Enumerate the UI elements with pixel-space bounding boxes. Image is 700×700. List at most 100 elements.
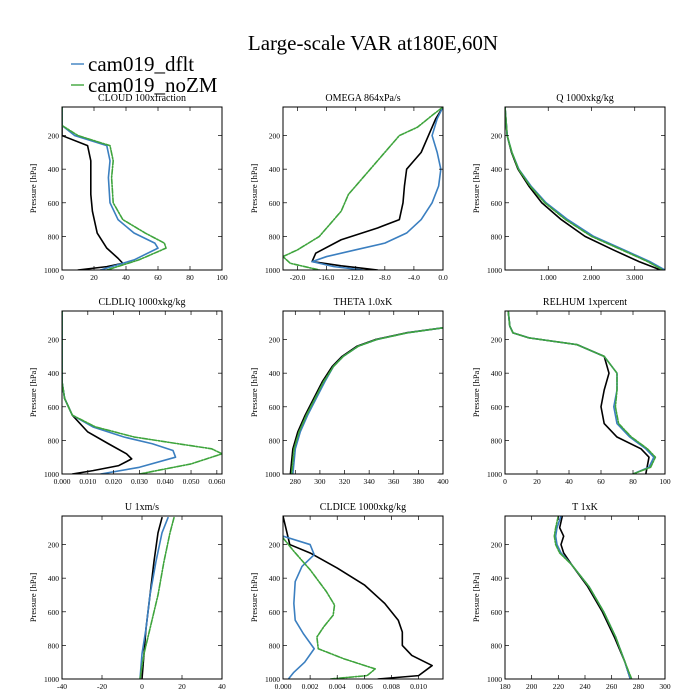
- x-tick-label: 0.010: [410, 682, 427, 691]
- x-tick-label: 260: [606, 682, 618, 691]
- y-axis-label: Pressure [hPa]: [249, 368, 259, 418]
- y-tick-label: 200: [491, 541, 503, 550]
- y-tick-label: 1000: [44, 470, 59, 479]
- series-line-noZM: [62, 107, 167, 270]
- x-tick-label: 2.000: [583, 273, 600, 282]
- x-tick-label: 300: [659, 682, 671, 691]
- y-tick-label: 200: [491, 336, 503, 345]
- panel-title: Q 1000xkg/kg: [556, 93, 614, 104]
- y-tick-label: 600: [48, 199, 60, 208]
- x-tick-label: 220: [553, 682, 565, 691]
- x-tick-label: 0: [503, 477, 507, 486]
- y-axis-label: Pressure [hPa]: [249, 573, 259, 623]
- panel-title: OMEGA 864xPa/s: [325, 93, 400, 104]
- series-group: [62, 107, 167, 270]
- series-group: [505, 107, 665, 270]
- series-line-noZM: [505, 107, 664, 270]
- y-tick-label: 400: [491, 369, 503, 378]
- y-tick-label: 800: [491, 641, 503, 650]
- x-tick-label: 3.000: [626, 273, 643, 282]
- x-tick-label: 240: [579, 682, 591, 691]
- x-tick-label: 40: [218, 682, 226, 691]
- panel-title: THETA 1.0xK: [334, 297, 393, 308]
- x-tick-label: 60: [597, 477, 605, 486]
- series-line-dflt: [139, 516, 169, 679]
- x-tick-label: 0.008: [383, 682, 400, 691]
- y-tick-label: 400: [48, 165, 60, 174]
- series-line-noZM: [283, 537, 376, 679]
- plot-frame: [504, 515, 666, 680]
- x-tick-label: 200: [526, 682, 538, 691]
- panel-6: RELHUM 1xpercent 0 20 40 60 80 100 200 400 600 800…: [471, 297, 671, 486]
- series-line-noZM: [507, 311, 657, 474]
- x-tick-label: 280: [290, 477, 302, 486]
- y-tick-label: 1000: [487, 470, 502, 479]
- series-line-noZM: [283, 107, 443, 270]
- x-tick-label: 20: [178, 682, 186, 691]
- series-line-dflt: [62, 107, 159, 270]
- y-tick-label: 1000: [265, 675, 280, 684]
- x-tick-label: 80: [629, 477, 637, 486]
- y-tick-label: 200: [48, 132, 60, 141]
- y-tick-label: 600: [48, 403, 60, 412]
- y-tick-label: 400: [269, 165, 281, 174]
- panel-title: CLDICE 1000xkg/kg: [320, 502, 406, 513]
- panel-7: U 1xm/s -40 -20 0 20 40 200 400 600 800 1000 Pressu…: [28, 502, 226, 691]
- y-tick-label: 600: [269, 608, 281, 617]
- y-tick-label: 400: [491, 574, 503, 583]
- x-tick-label: -12.0: [348, 273, 364, 282]
- x-tick-label: -16.0: [319, 273, 335, 282]
- plot-frame: [61, 106, 223, 271]
- x-tick-label: 20: [533, 477, 541, 486]
- x-tick-label: 0: [60, 273, 64, 282]
- y-tick-label: 200: [48, 336, 60, 345]
- x-tick-label: 0.050: [183, 477, 200, 486]
- x-tick-label: 0: [140, 682, 144, 691]
- x-tick-label: 0.006: [356, 682, 373, 691]
- y-tick-label: 800: [491, 436, 503, 445]
- series-line-dflt: [283, 535, 315, 679]
- y-axis-label: Pressure [hPa]: [471, 368, 481, 418]
- series-line-dflt: [554, 516, 632, 679]
- x-tick-label: 0.000: [54, 477, 71, 486]
- x-tick-label: 0.020: [105, 477, 122, 486]
- plot-frame: [504, 106, 666, 271]
- series-group: [553, 516, 633, 679]
- series-line-noZM: [290, 327, 443, 474]
- series-line-black: [311, 107, 443, 270]
- x-tick-label: 320: [339, 477, 351, 486]
- series-group: [507, 311, 657, 474]
- y-tick-label: 800: [491, 232, 503, 241]
- x-tick-label: 360: [388, 477, 400, 486]
- y-tick-label: 400: [269, 369, 281, 378]
- series-line-dflt: [505, 107, 665, 270]
- y-tick-label: 600: [269, 199, 281, 208]
- panel-title: T 1xK: [572, 502, 598, 513]
- legend-label-nozm: cam019_noZM: [88, 73, 218, 97]
- x-tick-label: 0.040: [157, 477, 174, 486]
- x-tick-label: -40: [57, 682, 67, 691]
- series-group: [289, 327, 443, 474]
- x-tick-label: 0.060: [208, 477, 225, 486]
- series-line-black: [505, 107, 662, 270]
- y-tick-label: 600: [491, 403, 503, 412]
- x-tick-label: 80: [186, 273, 194, 282]
- y-tick-label: 800: [48, 436, 60, 445]
- series-line-black: [507, 311, 650, 474]
- y-tick-label: 200: [491, 132, 503, 141]
- y-tick-label: 600: [491, 199, 503, 208]
- y-axis-label: Pressure [hPa]: [28, 164, 38, 214]
- x-tick-label: -20.0: [290, 273, 306, 282]
- series-line-noZM: [139, 516, 175, 679]
- y-tick-label: 200: [269, 541, 281, 550]
- y-tick-label: 800: [269, 436, 281, 445]
- series-line-black: [141, 516, 163, 679]
- y-axis-label: Pressure [hPa]: [28, 368, 38, 418]
- series-line-black: [62, 311, 133, 474]
- y-tick-label: 200: [269, 132, 281, 141]
- y-tick-label: 800: [48, 641, 60, 650]
- panel-5: THETA 1.0xK 280 300 320 340 360 380 400 200 400 60…: [249, 297, 449, 486]
- series-line-dflt: [292, 327, 443, 474]
- y-axis-label: Pressure [hPa]: [249, 164, 259, 214]
- x-tick-label: 380: [413, 477, 425, 486]
